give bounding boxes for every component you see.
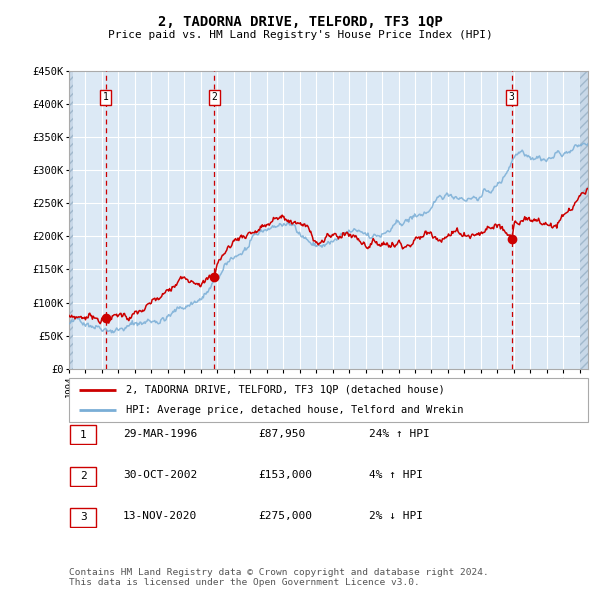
Text: Contains HM Land Registry data © Crown copyright and database right 2024.
This d: Contains HM Land Registry data © Crown c… (69, 568, 489, 587)
Text: 2, TADORNA DRIVE, TELFORD, TF3 1QP: 2, TADORNA DRIVE, TELFORD, TF3 1QP (158, 15, 442, 29)
FancyBboxPatch shape (70, 467, 97, 486)
FancyBboxPatch shape (70, 425, 97, 444)
Text: £275,000: £275,000 (258, 512, 312, 521)
Text: 24% ↑ HPI: 24% ↑ HPI (369, 429, 430, 438)
Text: 3: 3 (509, 92, 515, 102)
Text: Price paid vs. HM Land Registry's House Price Index (HPI): Price paid vs. HM Land Registry's House … (107, 30, 493, 40)
Text: 2% ↓ HPI: 2% ↓ HPI (369, 512, 423, 521)
Text: £87,950: £87,950 (258, 429, 305, 438)
Text: 2: 2 (80, 471, 87, 481)
Text: 30-OCT-2002: 30-OCT-2002 (123, 470, 197, 480)
Text: 2, TADORNA DRIVE, TELFORD, TF3 1QP (detached house): 2, TADORNA DRIVE, TELFORD, TF3 1QP (deta… (126, 385, 445, 395)
Text: 13-NOV-2020: 13-NOV-2020 (123, 512, 197, 521)
Text: 2: 2 (212, 92, 217, 102)
Text: HPI: Average price, detached house, Telford and Wrekin: HPI: Average price, detached house, Telf… (126, 405, 464, 415)
Bar (69, 71, 73, 369)
Text: 4% ↑ HPI: 4% ↑ HPI (369, 470, 423, 480)
FancyBboxPatch shape (69, 378, 588, 422)
FancyBboxPatch shape (70, 508, 97, 527)
Text: 1: 1 (80, 430, 87, 440)
Bar (580, 71, 588, 369)
Text: 29-MAR-1996: 29-MAR-1996 (123, 429, 197, 438)
Text: 3: 3 (80, 513, 87, 522)
Text: £153,000: £153,000 (258, 470, 312, 480)
Text: 1: 1 (103, 92, 109, 102)
